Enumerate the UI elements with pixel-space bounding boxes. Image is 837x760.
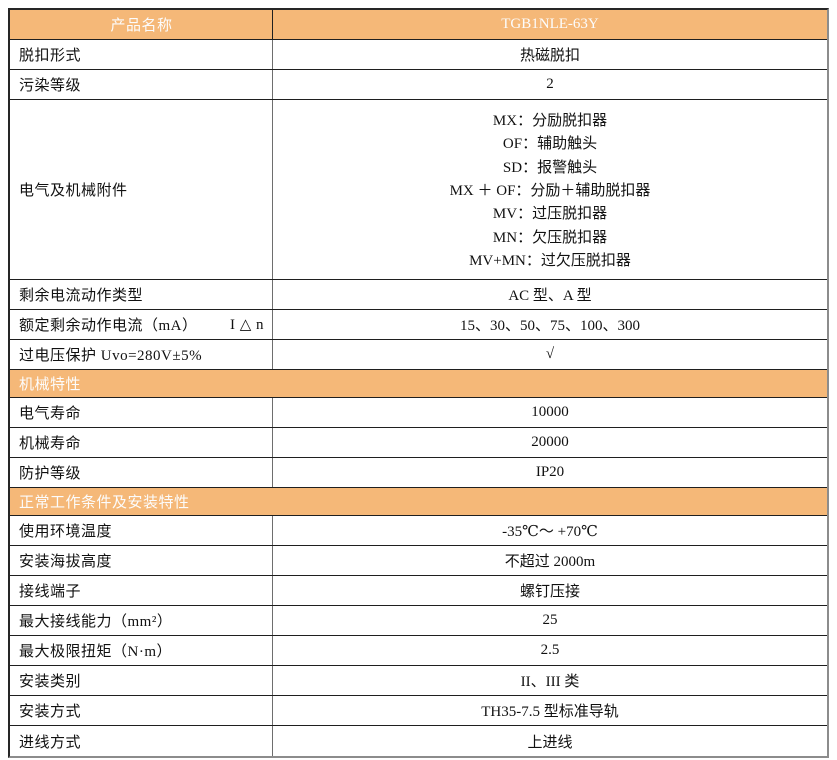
accessory-option: MV：过压脱扣器 — [492, 206, 608, 223]
accessory-option: MN：欠压脱扣器 — [492, 229, 608, 246]
table-row-accessories: 电气及机械附件 MX：分励脱扣器 OF：辅助触头 SD：报警触头 MX ＋ OF… — [10, 100, 827, 280]
row-value: 不超过 2000m — [504, 554, 596, 570]
table-row-installation-category: 安装类别 II、III 类 — [10, 666, 827, 696]
row-label: 剩余电流动作类型 — [10, 280, 273, 309]
table-row-ambient-temperature: 使用环境温度 -35℃～ +70℃ — [10, 516, 827, 546]
row-label: 污染等级 — [10, 70, 273, 99]
row-label: 使用环境温度 — [10, 516, 273, 545]
row-label: 机械寿命 — [10, 428, 273, 457]
table-row-residual-current-type: 剩余电流动作类型 AC 型、A 型 — [10, 280, 827, 310]
row-label: 电气寿命 — [10, 398, 273, 427]
row-label: 接线端子 — [10, 576, 273, 605]
accessory-option: MX：分励脱扣器 — [492, 113, 608, 130]
row-value: 20000 — [531, 434, 569, 450]
table-row-protection-rating: 防护等级 IP20 — [10, 458, 827, 488]
table-row-max-torque: 最大极限扭矩（N·m） 2.5 — [10, 636, 827, 666]
row-label: 过电压保护 Uvo=280V±5% — [10, 340, 273, 369]
row-label: 安装类别 — [10, 666, 273, 695]
split-label: 额定剩余动作电流（mA） I △ n — [19, 314, 264, 335]
row-label: 最大接线能力（mm²） — [10, 606, 273, 635]
table-row-trip-type: 脱扣形式 热磁脱扣 — [10, 40, 827, 70]
table-row-overvoltage-protection: 过电压保护 Uvo=280V±5% √ — [10, 340, 827, 370]
row-value: 2 — [546, 76, 554, 92]
row-value: 螺钉压接 — [519, 584, 580, 600]
row-label: 安装方式 — [10, 696, 273, 725]
row-value: MX：分励脱扣器 OF：辅助触头 SD：报警触头 MX ＋ OF：分励＋辅助脱扣… — [273, 100, 827, 279]
table-row-rated-residual-current: 额定剩余动作电流（mA） I △ n 15、30、50、75、100、300 — [10, 310, 827, 340]
table-row-max-wire-capacity: 最大接线能力（mm²） 25 — [10, 606, 827, 636]
row-label: 防护等级 — [10, 458, 273, 487]
row-value: -35℃～ +70℃ — [502, 524, 598, 540]
row-value: IP20 — [535, 464, 565, 480]
table-row-altitude: 安装海拔高度 不超过 2000m — [10, 546, 827, 576]
row-label: 额定剩余动作电流（mA） I △ n — [10, 310, 273, 339]
row-label: 电气及机械附件 — [10, 100, 273, 279]
accessory-option: MX ＋ OF：分励＋辅助脱扣器 — [449, 182, 651, 199]
table-header-row: 产品名称 TGB1NLE-63Y — [10, 10, 827, 40]
product-name-header: 产品名称 — [10, 10, 273, 39]
table-row-electrical-life: 电气寿命 10000 — [10, 398, 827, 428]
accessory-options-list: MX：分励脱扣器 OF：辅助触头 SD：报警触头 MX ＋ OF：分励＋辅助脱扣… — [273, 100, 827, 279]
row-label-symbol: I △ n — [229, 317, 264, 333]
section-header-mechanical: 机械特性 — [10, 370, 827, 398]
row-value: 上进线 — [527, 734, 573, 751]
row-value: 15、30、50、75、100、300 — [459, 318, 640, 334]
row-value: TH35-7.5 型标准导轨 — [481, 704, 619, 720]
row-value: 热磁脱扣 — [519, 48, 580, 64]
checkmark-value: √ — [545, 346, 555, 362]
product-spec-table: 产品名称 TGB1NLE-63Y 脱扣形式 热磁脱扣 污染等级 2 电气及机械附… — [8, 8, 829, 758]
row-label: 脱扣形式 — [10, 40, 273, 69]
table-row-mechanical-life: 机械寿命 20000 — [10, 428, 827, 458]
accessory-option: MV+MN：过欠压脱扣器 — [469, 252, 631, 269]
row-value: 10000 — [531, 404, 569, 420]
row-value: 25 — [542, 612, 558, 628]
row-value: AC 型、A 型 — [508, 288, 592, 304]
row-label: 安装海拔高度 — [10, 546, 273, 575]
product-model-value: TGB1NLE-63Y — [501, 16, 599, 32]
row-value: II、III 类 — [520, 674, 580, 690]
accessory-option: SD：报警触头 — [502, 159, 598, 176]
table-row-terminal-type: 接线端子 螺钉压接 — [10, 576, 827, 606]
table-row-mounting-method: 安装方式 TH35-7.5 型标准导轨 — [10, 696, 827, 726]
section-header-installation: 正常工作条件及安装特性 — [10, 488, 827, 516]
row-label: 最大极限扭矩（N·m） — [10, 636, 273, 665]
row-value: 2.5 — [540, 642, 560, 658]
accessory-option: OF：辅助触头 — [502, 136, 598, 153]
table-row-pollution-degree: 污染等级 2 — [10, 70, 827, 100]
row-label-text: 额定剩余动作电流（mA） — [19, 318, 198, 334]
table-row-incoming-line: 进线方式 上进线 — [10, 726, 827, 756]
row-label: 进线方式 — [10, 726, 273, 756]
